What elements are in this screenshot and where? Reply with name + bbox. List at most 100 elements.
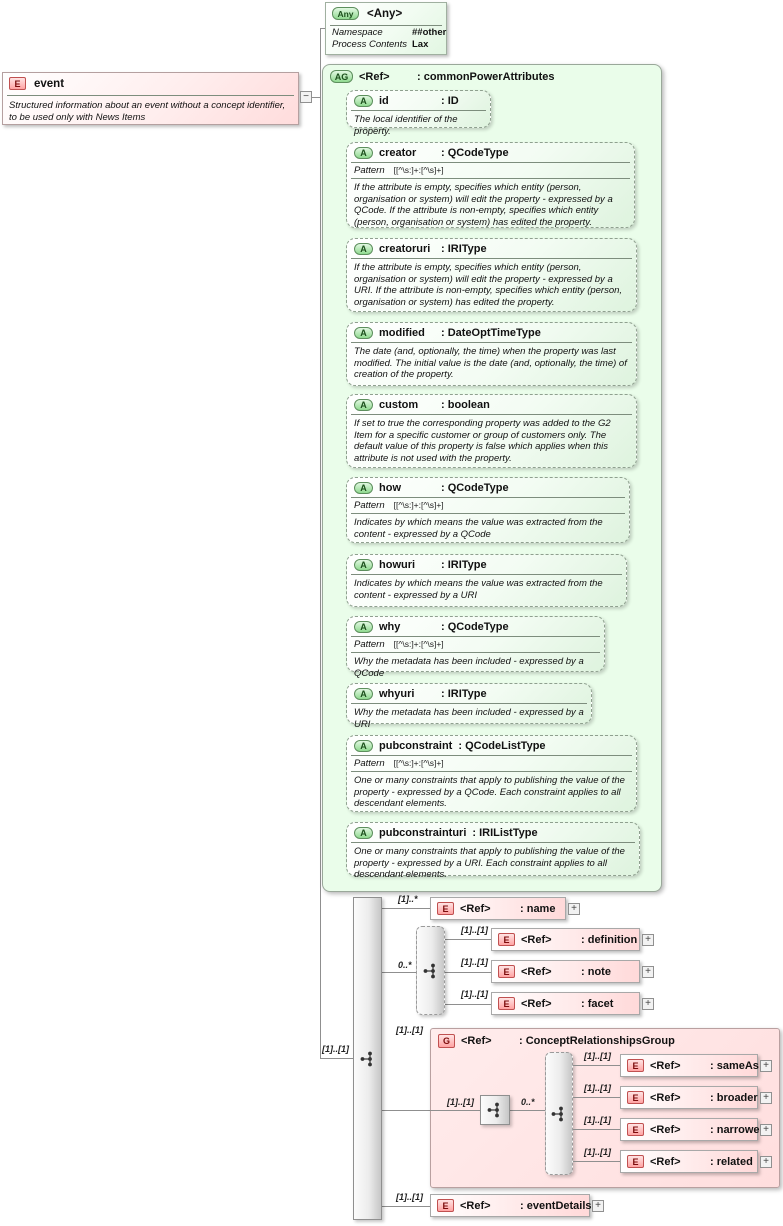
element-definition[interactable]: E <Ref> : definition: [491, 928, 640, 951]
connector-line: [382, 908, 430, 909]
element-facet[interactable]: E <Ref> : facet: [491, 992, 640, 1015]
attribute-badge-icon: A: [354, 95, 373, 107]
element-narrower[interactable]: E <Ref> : narrower: [620, 1118, 764, 1141]
element-ref: <Ref>: [521, 997, 552, 1010]
connector-line: [573, 1065, 620, 1066]
sequence-compositor-bar[interactable]: [353, 897, 382, 1220]
element-broader[interactable]: E <Ref> : broader: [620, 1086, 758, 1109]
attribute-pubconstraint[interactable]: A pubconstraint : QCodeListType Pattern …: [346, 735, 637, 812]
attribute-name: pubconstrainturi: [379, 827, 467, 839]
attribute-description: If the attribute is empty, specifies whi…: [354, 182, 613, 228]
expand-toggle[interactable]: +: [760, 1156, 772, 1168]
expand-toggle[interactable]: +: [592, 1200, 604, 1212]
element-ref: <Ref>: [650, 1091, 681, 1104]
occurrence-label: [1]..[1]: [584, 1083, 611, 1093]
divider: [351, 574, 622, 575]
pattern-value: [[^\s:]+:[^\s]+]: [393, 500, 444, 510]
attribute-type: : IRIType: [441, 243, 487, 255]
element-badge-icon: E: [627, 1123, 644, 1136]
attribute-modified[interactable]: A modified : DateOptTimeType The date (a…: [346, 322, 637, 386]
occurrence-label: [1]..[1]: [447, 1097, 474, 1107]
connector-line: [312, 97, 320, 98]
connector-line: [430, 1110, 480, 1111]
attribute-pubconstrainturi[interactable]: A pubconstrainturi : IRIListType One or …: [346, 822, 640, 880]
element-label: : definition: [581, 933, 638, 946]
attribute-why[interactable]: A why : QCodeType Pattern [[^\s:]+:[^\s]…: [346, 616, 605, 679]
any-process-contents-label: Process Contents: [332, 39, 407, 51]
divider: [351, 771, 632, 772]
attribute-creatoruri[interactable]: A creatoruri : IRIType If the attribute …: [346, 238, 637, 312]
pattern-value: [[^\s:]+:[^\s]+]: [393, 165, 444, 175]
occurrence-label: [1]..*: [398, 894, 418, 904]
element-name[interactable]: E <Ref> : name: [430, 897, 566, 920]
group-compositor-box[interactable]: [480, 1095, 510, 1125]
attribute-creator[interactable]: A creator : QCodeType Pattern [[^\s:]+:[…: [346, 142, 635, 228]
element-badge-icon: E: [9, 77, 26, 90]
element-ref: <Ref>: [460, 1199, 491, 1212]
attribute-custom[interactable]: A custom : boolean If set to true the co…: [346, 394, 637, 468]
divider: [351, 342, 632, 343]
element-badge-icon: E: [498, 933, 515, 946]
choice-compositor-bar[interactable]: [545, 1052, 573, 1175]
element-ref: <Ref>: [521, 965, 552, 978]
expand-toggle[interactable]: +: [568, 903, 580, 915]
occurrence-label: [1]..[1]: [396, 1192, 423, 1202]
connector-line: [320, 28, 321, 1058]
any-namespace-value: ##other: [412, 27, 447, 38]
element-label: : eventDetails: [520, 1199, 592, 1212]
connector-line: [382, 1110, 430, 1111]
divider: [351, 652, 600, 653]
element-badge-icon: E: [498, 965, 515, 978]
element-label: : related: [710, 1155, 753, 1168]
occurrence-label: [1]..[1]: [584, 1051, 611, 1061]
attribute-whyuri[interactable]: A whyuri : IRIType Why the metadata has …: [346, 683, 592, 730]
attribute-id[interactable]: A id : ID The local identifier of the pr…: [346, 90, 491, 137]
attribute-type: : IRIType: [441, 559, 487, 571]
connector-line: [445, 1004, 491, 1005]
expand-toggle[interactable]: +: [760, 1060, 772, 1072]
expand-toggle[interactable]: +: [642, 966, 654, 978]
any-wildcard-box[interactable]: Any <Any> Namespace ##other Process Cont…: [325, 2, 447, 55]
divider: [351, 110, 486, 111]
attribute-type: : ID: [441, 95, 459, 107]
attribute-howuri[interactable]: A howuri : IRIType Indicates by which me…: [346, 554, 627, 607]
connector-line: [382, 1206, 430, 1207]
divider: [351, 703, 587, 704]
expand-toggle[interactable]: +: [760, 1092, 772, 1104]
attribute-name: why: [379, 621, 401, 633]
event-element-box[interactable]: E event Structured information about an …: [2, 72, 299, 125]
element-badge-icon: E: [437, 1199, 454, 1212]
attribute-description: If set to true the corresponding propert…: [354, 418, 611, 464]
attribute-how[interactable]: A how : QCodeType Pattern [[^\s:]+:[^\s]…: [346, 477, 630, 543]
element-sameas[interactable]: E <Ref> : sameAs: [620, 1054, 759, 1077]
element-eventdetails[interactable]: E <Ref> : eventDetails: [430, 1194, 592, 1217]
element-ref: <Ref>: [650, 1059, 681, 1072]
element-related[interactable]: E <Ref> : related: [620, 1150, 758, 1173]
attribute-type: : QCodeType: [441, 147, 509, 159]
expand-toggle[interactable]: +: [642, 998, 654, 1010]
element-note[interactable]: E <Ref> : note: [491, 960, 640, 983]
pattern-label: Pattern: [354, 500, 385, 511]
expand-toggle[interactable]: +: [760, 1124, 772, 1136]
attribute-badge-icon: A: [354, 827, 373, 839]
element-label: : broader: [710, 1091, 758, 1104]
divider: [351, 178, 630, 179]
element-label: : name: [520, 902, 556, 915]
attribute-name: pubconstraint: [379, 740, 453, 752]
occurrence-label: 0..*: [398, 960, 412, 970]
divider: [351, 414, 632, 415]
element-label: : note: [581, 965, 611, 978]
attribute-type: : IRIListType: [472, 827, 538, 839]
attribute-description: One or many constraints that apply to pu…: [354, 775, 625, 810]
divider: [351, 842, 635, 843]
element-badge-icon: E: [627, 1059, 644, 1072]
attribute-description: One or many constraints that apply to pu…: [354, 846, 625, 881]
connector-line: [320, 28, 325, 29]
any-badge-icon: Any: [332, 7, 359, 20]
collapse-toggle[interactable]: −: [300, 91, 312, 103]
expand-toggle[interactable]: +: [642, 934, 654, 946]
attribute-type: : QCodeType: [441, 482, 509, 494]
attribute-name: how: [379, 482, 401, 494]
choice-compositor-bar[interactable]: [416, 926, 445, 1015]
